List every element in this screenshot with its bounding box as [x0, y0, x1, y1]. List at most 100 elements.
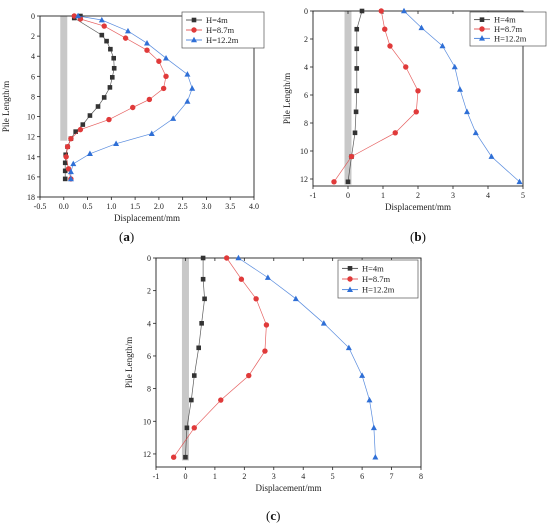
series-c-0 — [183, 255, 207, 460]
data-point-a-2-2 — [124, 27, 131, 34]
data-point-c-1-8 — [170, 454, 177, 460]
data-point-b-0-4 — [354, 88, 360, 94]
data-point-c-2-7 — [370, 424, 377, 431]
data-point-b-1-1 — [382, 26, 388, 32]
x-tick-label-a-1: 0.0 — [59, 202, 69, 211]
data-point-a-2-13 — [67, 168, 74, 175]
y-tick-label-a-5: 10 — [27, 113, 35, 122]
data-point-c-2-1 — [264, 274, 271, 280]
legend-label-a-1: H=8.7m — [206, 25, 235, 35]
data-point-c-0-4 — [196, 345, 201, 351]
data-point-b-0-6 — [352, 130, 358, 136]
legend-label-a-0: H=4m — [206, 15, 228, 25]
x-tick-label-b-6: 5 — [521, 191, 525, 200]
legend-marker-b-0 — [479, 17, 485, 22]
data-point-b-0-2 — [354, 46, 360, 52]
data-point-b-2-3 — [451, 63, 458, 70]
caption-b-open: ( — [410, 229, 415, 244]
data-point-a-0-8 — [107, 85, 113, 90]
data-point-b-1-4 — [415, 88, 421, 94]
legend-label-b-2: H=12.2m — [494, 33, 527, 43]
y-tick-label-b-2: 4 — [304, 63, 308, 72]
data-point-a-2-3 — [144, 39, 150, 46]
data-point-a-0-10 — [95, 104, 101, 109]
x-tick-label-c-6: 5 — [331, 472, 335, 481]
legend-label-a-2: H=12.2m — [206, 35, 239, 45]
series-c-2 — [235, 254, 379, 460]
x-tick-label-a-0: -0.5 — [34, 202, 47, 211]
chart-panel-c: -1 0 1 2 3 4 5 6 7 8 0 2 4 6 8 10 12 Displacement/mm Pile … — [120, 250, 430, 528]
chart-a-svg: -0.5 0.0 0.5 1.0 1.5 2.0 2.5 3.0 3.5 4.0 0 2 4 6 8 10 12… — [1, 11, 265, 223]
data-point-b-0-5 — [353, 109, 359, 115]
y-tick-label-b-4: 8 — [304, 119, 308, 128]
x-tick-label-c-3: 2 — [242, 472, 246, 481]
y-tick-label-b-1: 2 — [304, 35, 308, 44]
legend-marker-b-1 — [479, 26, 485, 32]
data-point-a-1-4 — [144, 47, 150, 53]
legend-label-b-1: H=8.7m — [494, 24, 523, 34]
x-tick-label-c-0: -1 — [153, 472, 160, 481]
data-point-a-0-13 — [73, 129, 78, 134]
data-point-a-1-10 — [106, 116, 112, 123]
chart-panel-b: -1 0 1 2 3 4 5 0 2 4 6 8 10 12 Displacement/mm Pile Len… — [275, 0, 550, 250]
data-point-c-1-7 — [191, 425, 197, 431]
x-tick-label-b-5: 4 — [486, 191, 490, 200]
series-c-1 — [170, 255, 270, 460]
legend-marker-a-0 — [191, 17, 197, 23]
x-tick-label-b-2: 1 — [381, 191, 385, 200]
data-point-b-1-3 — [403, 64, 409, 70]
y-tick-label-c-4: 8 — [147, 385, 151, 394]
x-axis-title-b: Displacement/mm — [385, 202, 451, 212]
data-point-a-0-7 — [109, 75, 115, 80]
caption-c-open: ( — [266, 508, 271, 523]
legend-marker-c-0 — [347, 266, 353, 271]
y-tick-label-c-6: 12 — [143, 450, 151, 459]
data-point-c-0-3 — [199, 321, 204, 326]
data-point-c-2-6 — [366, 396, 373, 403]
plot-frame-c — [155, 257, 422, 468]
data-point-c-0-5 — [191, 373, 197, 378]
legend-label-c-2: H=12.2m — [362, 285, 395, 295]
y-tick-label-c-1: 2 — [147, 287, 151, 296]
caption-b: (b) — [410, 229, 426, 245]
data-point-a-0-17 — [62, 160, 68, 166]
data-point-b-1-8 — [331, 179, 337, 185]
caption-a: (a) — [119, 229, 134, 245]
y-tick-label-c-3: 6 — [147, 352, 151, 361]
data-point-b-1-0 — [378, 8, 384, 14]
series-b-1 — [331, 8, 421, 185]
x-tick-label-a-7: 3.0 — [201, 202, 211, 211]
series-a-0 — [62, 13, 117, 182]
data-point-a-1-2 — [101, 23, 107, 29]
series-a-2 — [67, 12, 196, 182]
data-point-b-2-4 — [457, 86, 463, 92]
x-tick-label-c-4: 3 — [272, 472, 276, 481]
data-point-b-0-8 — [345, 179, 351, 185]
pile-band-a — [60, 16, 68, 141]
x-tick-label-a-9: 4.0 — [249, 202, 259, 211]
data-point-a-0-6 — [111, 65, 117, 71]
data-point-a-0-18 — [62, 168, 68, 174]
x-tick-label-a-6: 2.5 — [178, 202, 188, 211]
data-point-c-1-5 — [246, 372, 252, 379]
data-point-c-1-4 — [262, 348, 268, 354]
y-tick-label-a-6: 12 — [27, 133, 35, 142]
legend-label-c-0: H=4m — [362, 263, 384, 273]
data-point-a-1-5 — [156, 58, 162, 64]
data-point-a-0-9 — [101, 95, 107, 100]
data-point-b-2-8 — [516, 178, 523, 185]
caption-c-letter: c — [270, 508, 277, 523]
data-point-a-2-0 — [75, 12, 82, 19]
pile-band-b — [344, 11, 352, 185]
caption-c: (c) — [266, 508, 280, 524]
x-tick-label-c-9: 8 — [419, 472, 423, 481]
data-point-b-1-5 — [413, 109, 419, 115]
data-point-a-0-3 — [104, 38, 109, 44]
data-point-c-1-2 — [253, 296, 259, 302]
pile-band-c — [181, 258, 189, 461]
data-point-a-1-3 — [122, 35, 129, 41]
data-point-b-1-6 — [392, 130, 398, 136]
data-point-a-1-14 — [63, 154, 69, 160]
chart-panel-a: -0.5 0.0 0.5 1.0 1.5 2.0 2.5 3.0 3.5 4.0 0 2 4 6 8 10 12… — [0, 0, 275, 250]
